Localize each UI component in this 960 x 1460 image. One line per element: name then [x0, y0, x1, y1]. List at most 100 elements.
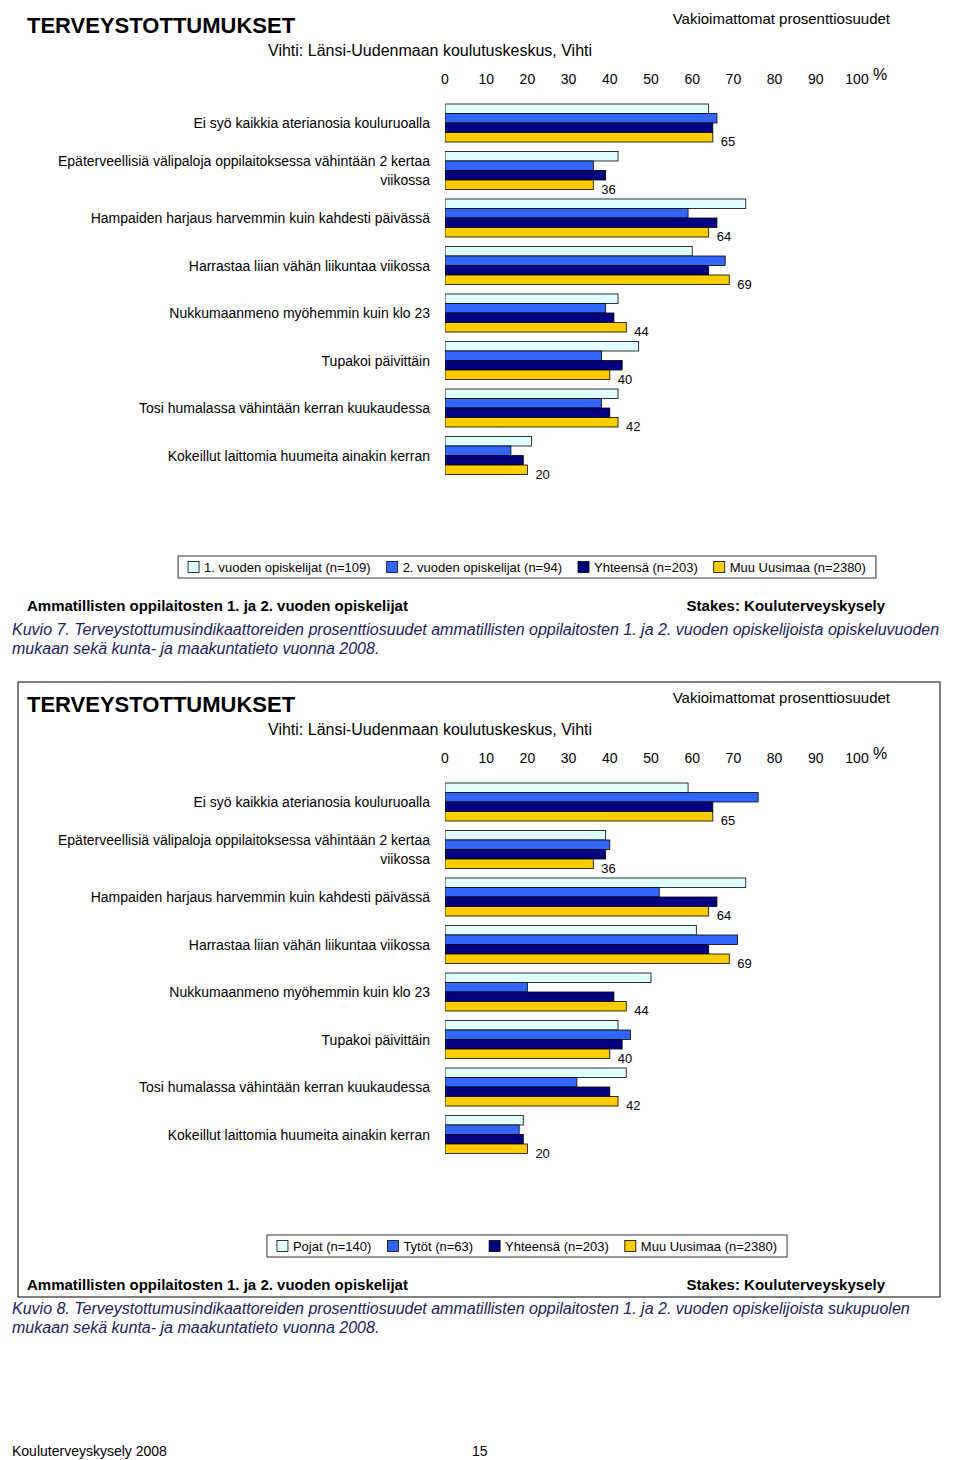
bar — [445, 294, 618, 304]
tick-label: 50 — [643, 71, 659, 87]
data-label: 69 — [737, 956, 751, 971]
legend-swatch — [387, 562, 398, 573]
bar — [445, 907, 709, 917]
category-label-line: Ei syö kaikkia aterianosia kouluruoalla — [193, 794, 430, 810]
bar — [445, 389, 618, 399]
annotation: Ammatillisten oppilaitosten 1. ja 2. vuo… — [27, 1276, 408, 1293]
tick-label: 10 — [478, 750, 494, 766]
bar — [445, 123, 713, 133]
bar — [445, 793, 758, 803]
legend-label: Yhteensä (n=203) — [594, 560, 698, 575]
legend-swatch — [387, 1241, 398, 1252]
chart-frame — [18, 682, 940, 1297]
bar — [445, 1144, 527, 1154]
legend-swatch — [578, 562, 589, 573]
bar — [445, 1087, 610, 1097]
legend-label: Pojat (n=140) — [293, 1239, 371, 1254]
data-label: 40 — [618, 1051, 632, 1066]
bar — [445, 304, 606, 314]
legend-label: 2. vuoden opiskelijat (n=94) — [403, 560, 562, 575]
page-number: 15 — [472, 1443, 488, 1459]
bar — [445, 323, 626, 333]
data-label: 44 — [634, 324, 648, 339]
bar — [445, 228, 709, 238]
bar — [445, 1002, 626, 1012]
bar — [445, 945, 709, 955]
data-label: 69 — [737, 277, 751, 292]
bar — [445, 992, 614, 1002]
tick-label: 100 — [845, 71, 869, 87]
tick-label: 80 — [767, 750, 783, 766]
annotation: Vakioimattomat prosenttiosuudet — [673, 10, 891, 27]
bar — [445, 256, 725, 266]
bar — [445, 465, 527, 475]
bar — [445, 1116, 523, 1126]
bar — [445, 935, 738, 945]
bar — [445, 114, 717, 124]
category-label: Harrastaa liian vähän liikuntaa viikossa — [189, 258, 430, 274]
caption: Kuvio 8. Terveystottumusindikaattoreiden… — [12, 1299, 947, 1337]
category-label: Nukkumaanmeno myöhemmin kuin klo 23 — [169, 305, 430, 321]
title: TERVEYSTOTTUMUKSET — [27, 13, 296, 38]
category-label: Kokeillut laittomia huumeita ainakin ker… — [168, 448, 430, 464]
category-label-line: Tupakoi päivittäin — [322, 353, 430, 369]
category-label-line: Harrastaa liian vähän liikuntaa viikossa — [189, 937, 430, 953]
bar — [445, 897, 717, 907]
bar — [445, 209, 688, 219]
bar — [445, 850, 606, 860]
bar — [445, 1040, 622, 1050]
chart: TERVEYSTOTTUMUKSET Vihti: Länsi-Uudenmaan… — [27, 10, 891, 614]
category-label: Tosi humalassa vähintään kerran kuukaude… — [139, 400, 430, 416]
bar — [445, 1021, 618, 1031]
tick-label: 70 — [726, 71, 742, 87]
legend-box — [267, 1235, 787, 1257]
tick-label: 90 — [808, 750, 824, 766]
category-label: Kokeillut laittomia huumeita ainakin ker… — [168, 1127, 430, 1143]
tick-label: 40 — [602, 71, 618, 87]
annotation: Stakes: Kouluterveyskysely — [687, 1276, 886, 1293]
category-label: Ei syö kaikkia aterianosia kouluruoalla — [193, 794, 430, 810]
tick-label: 30 — [561, 750, 577, 766]
data-label: 64 — [717, 908, 731, 923]
bar — [445, 361, 622, 371]
data-label: 36 — [601, 182, 615, 197]
bar — [445, 399, 602, 409]
subtitle: Vihti: Länsi-Uudenmaan koulutuskeskus, V… — [268, 42, 592, 59]
bars — [445, 104, 746, 475]
bar — [445, 446, 511, 456]
axis-label: % — [873, 66, 887, 83]
category-label-line: Hampaiden harjaus harvemmin kuin kahdest… — [91, 210, 431, 226]
data-label: 42 — [626, 419, 640, 434]
title: TERVEYSTOTTUMUKSET — [27, 692, 296, 717]
tick-label: 60 — [684, 750, 700, 766]
data-label: 65 — [721, 134, 735, 149]
bar — [445, 418, 618, 428]
bar — [445, 1049, 610, 1059]
bar — [445, 840, 610, 850]
annotation: Stakes: Kouluterveyskysely — [687, 597, 886, 614]
data-label: 40 — [618, 372, 632, 387]
bar — [445, 437, 532, 447]
tick-label: 70 — [726, 750, 742, 766]
bar — [445, 1030, 630, 1040]
legend-swatch — [489, 1241, 500, 1252]
bar — [445, 180, 593, 190]
bar — [445, 218, 717, 228]
tick-label: 90 — [808, 71, 824, 87]
category-label-line: Hampaiden harjaus harvemmin kuin kahdest… — [91, 889, 431, 905]
bar — [445, 1068, 626, 1078]
bar — [445, 926, 696, 936]
bar — [445, 1097, 618, 1107]
bar — [445, 133, 713, 143]
bar — [445, 831, 606, 841]
category-label-line: Ei syö kaikkia aterianosia kouluruoalla — [193, 115, 430, 131]
annotation: Vakioimattomat prosenttiosuudet — [673, 689, 891, 706]
bar — [445, 456, 523, 466]
bar — [445, 152, 618, 162]
data-label: 64 — [717, 229, 731, 244]
bar — [445, 171, 606, 181]
tick-label: 10 — [478, 71, 494, 87]
legend-label: Muu Uusimaa (n=2380) — [641, 1239, 777, 1254]
bar — [445, 1078, 577, 1088]
legend-swatch — [188, 562, 199, 573]
